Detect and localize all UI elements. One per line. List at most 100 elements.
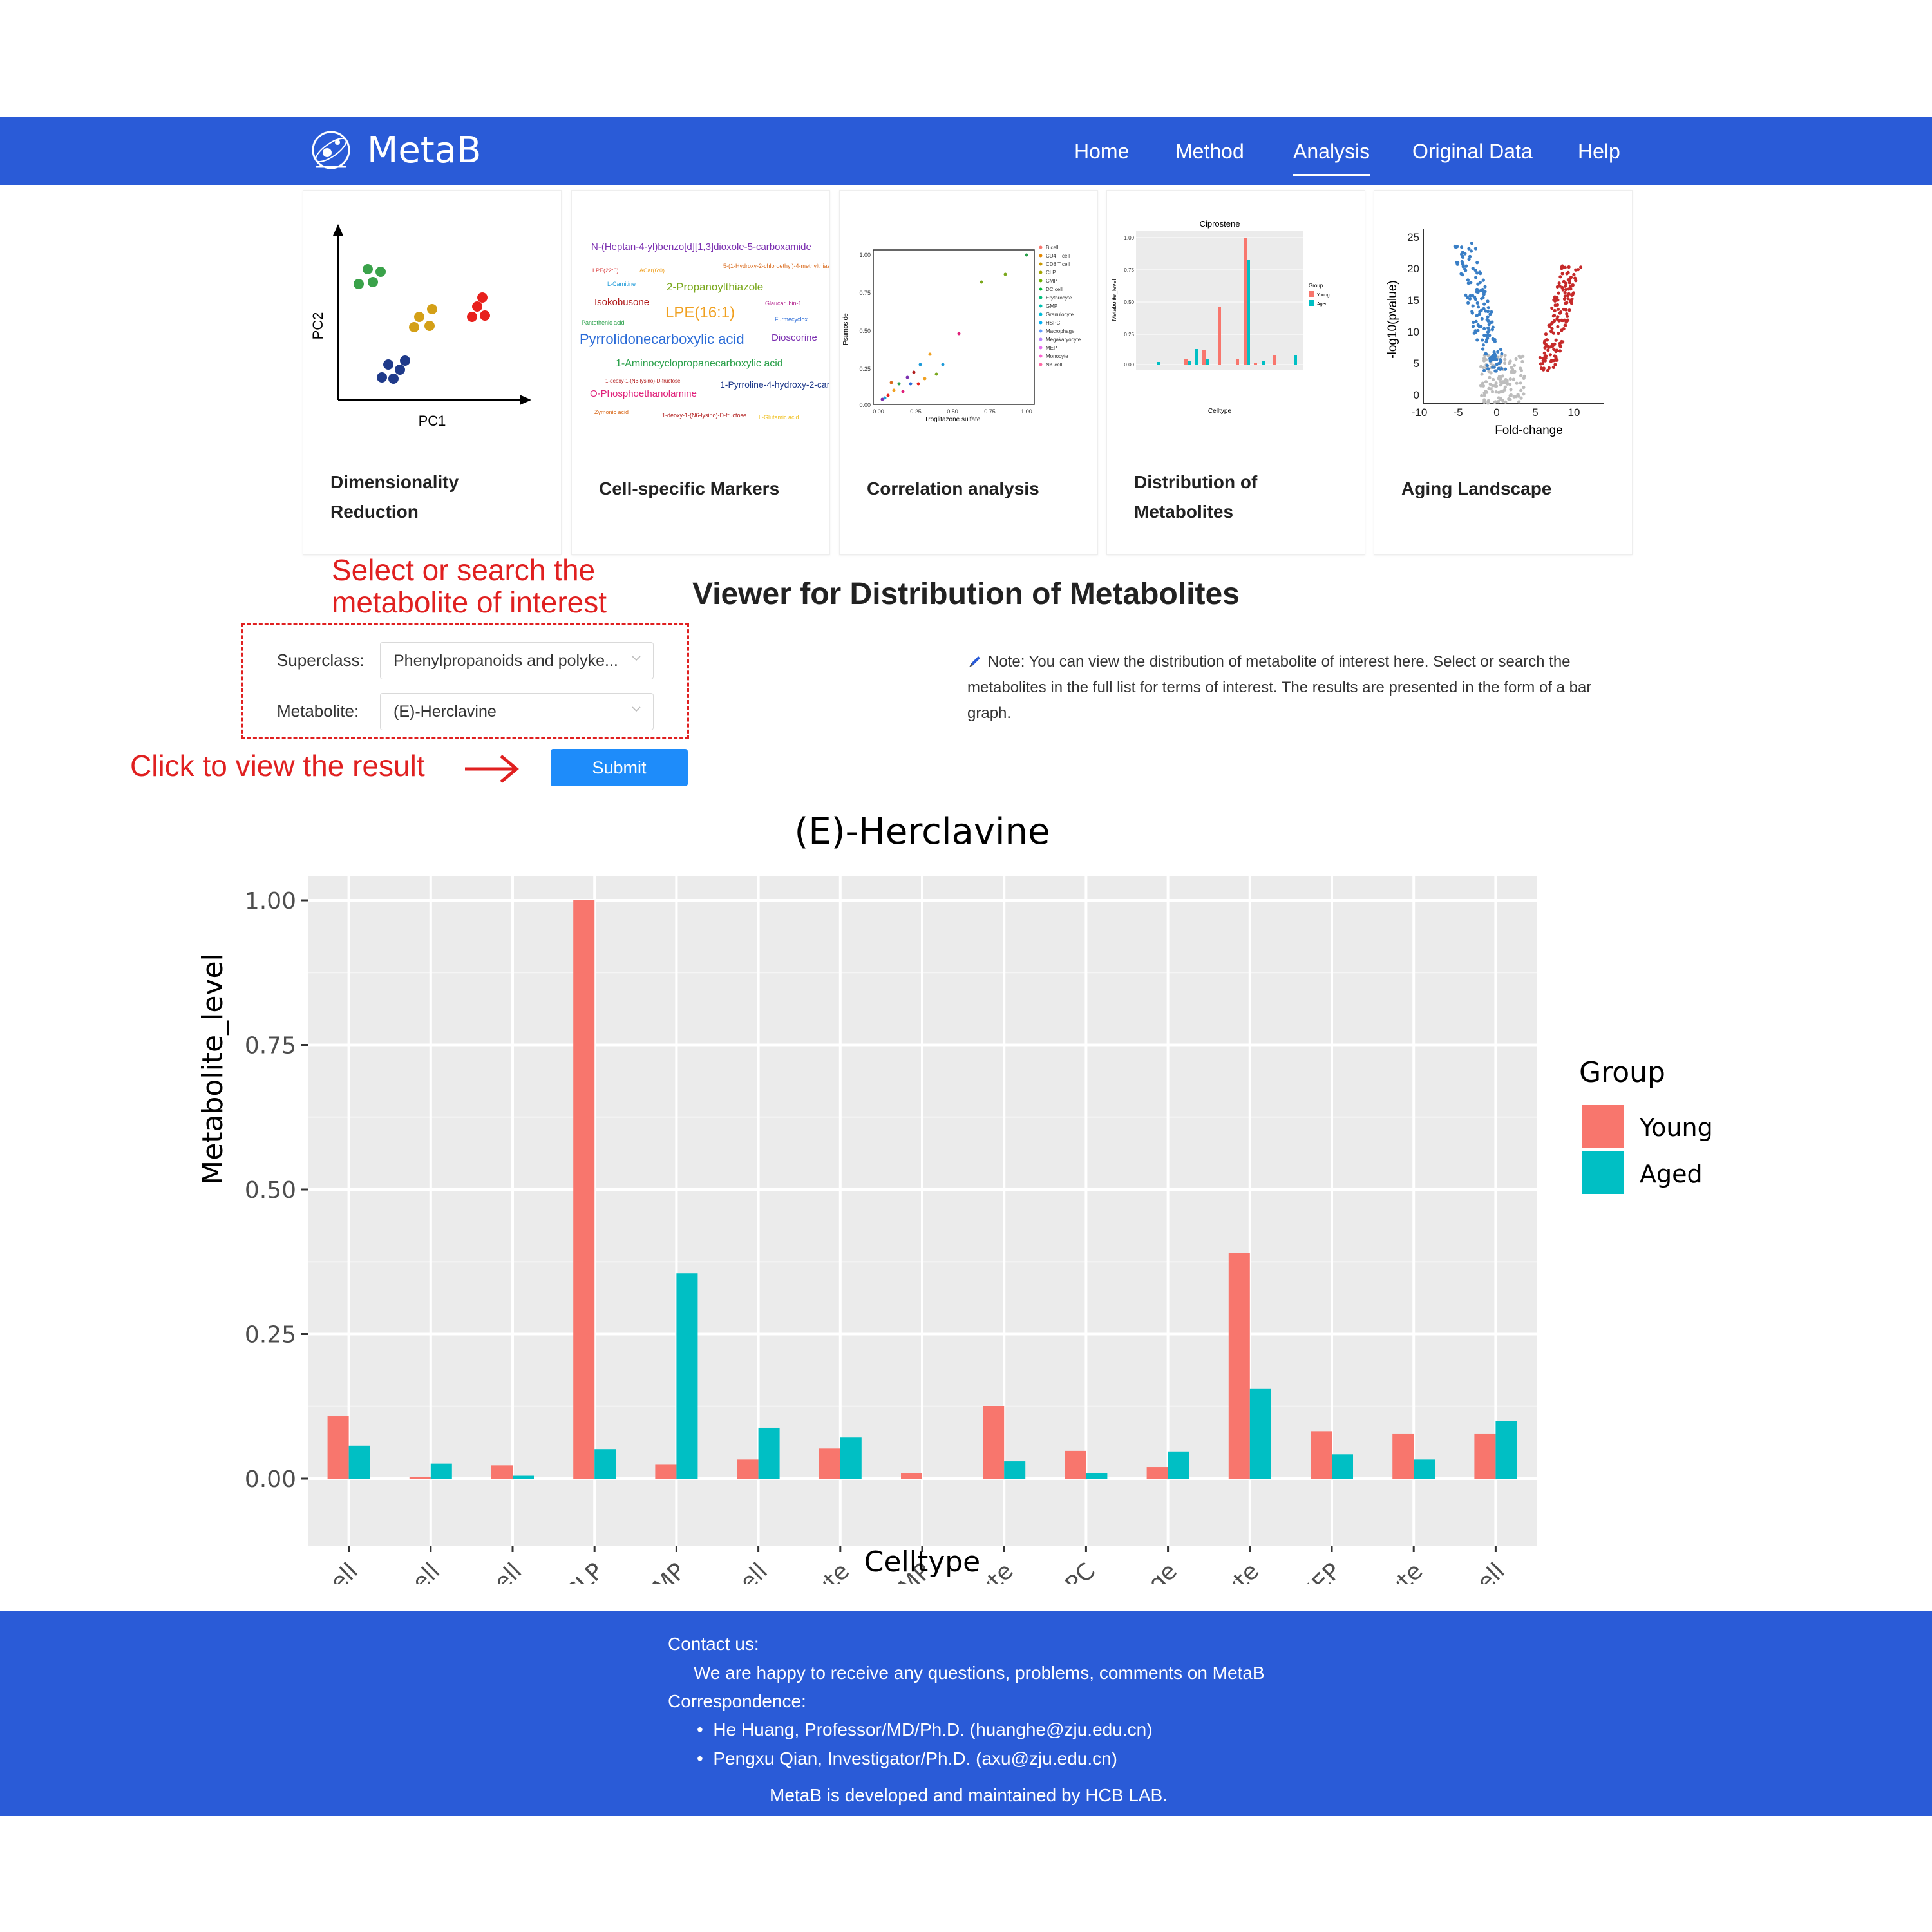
- dist-legend-title: Group: [1309, 283, 1323, 289]
- chevron-down-icon: [632, 706, 641, 712]
- metabolite-select[interactable]: (E)-Herclavine: [380, 693, 654, 730]
- y-tick-label: 0.25: [245, 1322, 296, 1349]
- corr-legend: Megakaryocyte: [1046, 337, 1081, 343]
- volcano-point: [1553, 303, 1557, 307]
- nav-analysis[interactable]: Analysis: [1293, 140, 1370, 176]
- word: O-Phosphoethanolamine: [590, 388, 697, 399]
- volcano-point: [1456, 261, 1460, 265]
- volcano-ytick: 25: [1407, 231, 1419, 243]
- bar-young: [573, 900, 595, 1479]
- card-aging-landscape[interactable]: 25 20 15 10 5 0 -10 -5 0 5 10 Fold-chang…: [1374, 190, 1633, 555]
- dist-ytick: 1.00: [1124, 235, 1134, 241]
- volcano-point: [1491, 384, 1495, 388]
- volcano-point: [1481, 343, 1485, 347]
- card-correlation-analysis[interactable]: 1.00 0.75 0.50 0.25 0.00 0.00 0.25 0.50 …: [839, 190, 1098, 555]
- corr-ytick: 0.00: [859, 402, 871, 408]
- volcano-point: [1560, 264, 1564, 268]
- volcano-point: [1511, 377, 1515, 381]
- y-tick-label: 0.00: [245, 1466, 296, 1493]
- word: Pantothenic acid: [582, 319, 625, 326]
- bar-young: [409, 1477, 431, 1479]
- dist-ytick: 0.00: [1124, 362, 1134, 368]
- volcano-point: [1480, 317, 1484, 321]
- volcano-point: [1574, 279, 1578, 283]
- volcano-point: [1509, 393, 1513, 397]
- volcano-point: [1476, 328, 1480, 333]
- volcano-point: [1497, 390, 1501, 394]
- corr-legend: MEP: [1046, 345, 1057, 351]
- volcano-point: [1541, 357, 1545, 361]
- volcano-ytick: 15: [1407, 294, 1419, 307]
- volcano-point: [1490, 310, 1493, 314]
- word: 1-Aminocyclopropanecarboxylic acid: [616, 358, 783, 369]
- volcano-point: [1570, 283, 1574, 287]
- volcano-point: [1507, 397, 1511, 401]
- volcano-point: [1488, 334, 1492, 337]
- corr-ytick: 1.00: [859, 252, 871, 258]
- corr-xtick: 0.75: [984, 408, 996, 415]
- footer-credit: MetaB is developed and maintained by HCB…: [770, 1785, 1168, 1805]
- volcano-point: [1540, 361, 1545, 365]
- volcano-point: [1467, 247, 1471, 251]
- superclass-label: Superclass:: [277, 650, 365, 670]
- volcano-point: [1500, 352, 1504, 355]
- corr-ytick: 0.25: [859, 366, 871, 372]
- bar-aged: [430, 1463, 452, 1479]
- footer-person-text: He Huang, Professor/MD/Ph.D. (huanghe@zj…: [713, 1719, 1153, 1739]
- volcano-point: [1509, 388, 1513, 392]
- volcano-point: [1563, 265, 1567, 269]
- volcano-ytick: 10: [1407, 326, 1419, 338]
- volcano-point: [1516, 393, 1520, 397]
- volcano-point: [1579, 265, 1583, 269]
- superclass-select[interactable]: Phenylpropanoids and polyke...: [380, 642, 654, 679]
- x-tick-label: CMP: [637, 1558, 691, 1584]
- volcano-point: [1570, 297, 1574, 301]
- x-tick-label: MEP: [1293, 1558, 1346, 1584]
- legend-title: Group: [1579, 1056, 1665, 1089]
- volcano-point: [1486, 367, 1490, 371]
- volcano-point: [1567, 308, 1571, 312]
- nav-home[interactable]: Home: [1074, 140, 1130, 163]
- nav-method[interactable]: Method: [1175, 140, 1244, 163]
- card-dimensionality-reduction[interactable]: PC1 PC2 Dimensionality Reduction: [303, 190, 562, 555]
- volcano-point: [1470, 310, 1474, 314]
- volcano-point: [1503, 357, 1507, 361]
- footer-correspondence-title: Correspondence:: [668, 1691, 806, 1711]
- volcano-point: [1566, 294, 1570, 298]
- volcano-xtick: 5: [1532, 406, 1538, 419]
- volcano-point: [1500, 366, 1504, 370]
- volcano-point: [1453, 244, 1457, 248]
- volcano-point: [1520, 359, 1524, 364]
- word: 5-(1-Hydroxy-2-chloroethyl)-4-methylthia…: [723, 263, 829, 269]
- bar-young: [491, 1465, 513, 1479]
- y-axis-label: Metabolite_level: [196, 953, 229, 1185]
- volcano-point: [1465, 296, 1470, 299]
- bar-aged: [1086, 1473, 1108, 1479]
- corr-legend: GMP: [1046, 303, 1057, 309]
- volcano-point: [1565, 301, 1569, 305]
- volcano-point: [1481, 365, 1485, 369]
- card-cell-specific-markers[interactable]: N-(Heptan-4-yl)benzo[d][1,3]dioxole-5-ca…: [571, 190, 830, 555]
- volcano-point: [1473, 269, 1477, 272]
- word: N-(Heptan-4-yl)benzo[d][1,3]dioxole-5-ca…: [591, 242, 811, 252]
- corr-legend: Granulocyte: [1046, 312, 1074, 317]
- submit-button[interactable]: Submit: [551, 749, 688, 786]
- nav-original-data[interactable]: Original Data: [1412, 140, 1533, 163]
- volcano-point: [1560, 328, 1564, 332]
- nav-help[interactable]: Help: [1578, 140, 1620, 163]
- chevron-down-icon: [632, 656, 641, 661]
- volcano-point: [1484, 380, 1488, 384]
- volcano-point: [1493, 384, 1497, 388]
- volcano-point: [1522, 376, 1526, 380]
- volcano-point: [1482, 302, 1486, 306]
- arrow-right-icon: [465, 755, 519, 783]
- volcano-point: [1469, 281, 1473, 285]
- bar-aged: [1168, 1451, 1189, 1479]
- brand-logo[interactable]: MetaB: [308, 127, 481, 173]
- corr-xtick: 0.25: [910, 408, 922, 415]
- volcano-point: [1560, 318, 1564, 322]
- volcano-point: [1493, 400, 1497, 404]
- volcano-point: [1522, 392, 1526, 396]
- volcano-point: [1493, 352, 1497, 356]
- card-distribution-of-metabolites[interactable]: Ciprostene 1.00 0.75 0.50 0.25 0.00: [1106, 190, 1365, 555]
